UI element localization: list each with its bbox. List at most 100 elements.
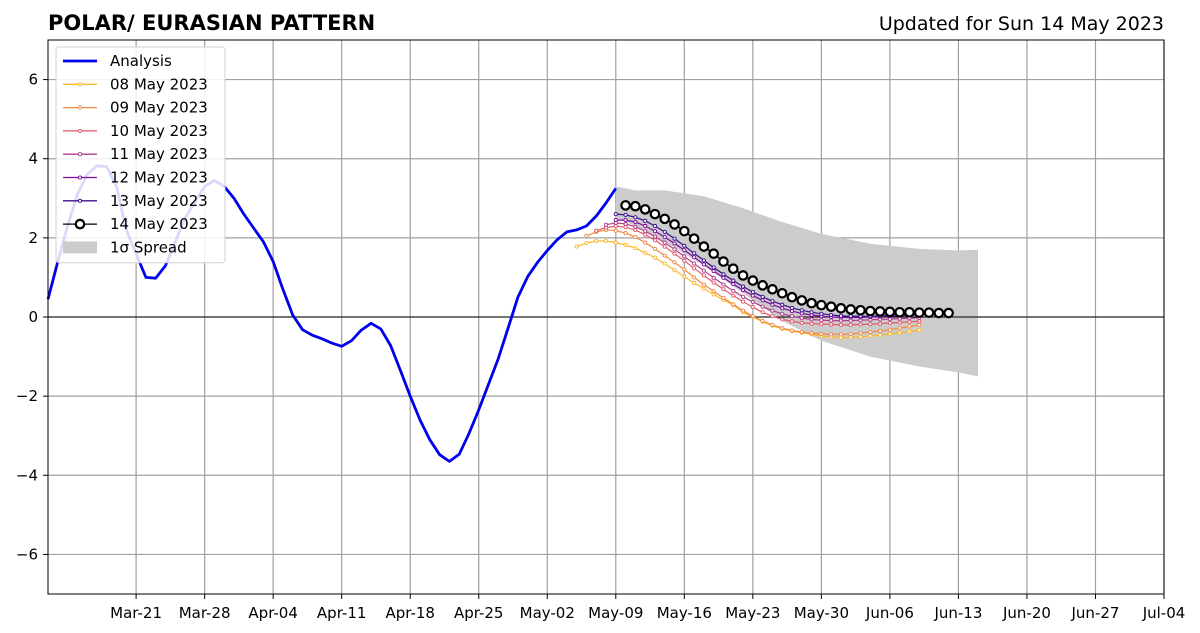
forecast-marker: [825, 301, 837, 313]
forecast-marker: [669, 219, 680, 230]
forecast-marker: [806, 297, 817, 309]
forecast-marker: [623, 221, 628, 227]
forecast-marker: [757, 280, 768, 291]
forecast-marker: [692, 261, 697, 266]
forecast-marker: [652, 255, 657, 260]
x-axis-ticks: Mar-21 Mar-28 Apr-04 Apr-11 Apr-18 Apr-25 May-…: [110, 594, 1185, 622]
forecast-marker: [659, 213, 671, 225]
forecast-marker: [868, 322, 873, 327]
x-tick-label: Apr-11: [317, 604, 367, 622]
forecast-marker: [731, 278, 736, 283]
x-tick-label: Mar-28: [179, 604, 231, 622]
forecast-marker: [878, 328, 883, 333]
forecast-marker: [917, 319, 922, 324]
legend-marker: [77, 128, 83, 133]
forecast-marker: [649, 208, 661, 220]
spread-band: [615, 186, 978, 377]
forecast-marker: [731, 282, 736, 287]
legend-label: 08 May 2023: [110, 75, 208, 93]
forecast-marker: [750, 305, 755, 310]
forecast-marker: [584, 240, 589, 246]
forecast-marker: [594, 238, 599, 244]
forecast-marker: [721, 295, 726, 301]
legend-entry: 1σ Spread: [63, 238, 187, 256]
forecast-marker: [894, 306, 905, 318]
forecast-marker: [623, 231, 628, 236]
forecast-marker: [897, 320, 902, 325]
forecast-marker: [809, 321, 814, 326]
forecast-marker: [672, 260, 677, 265]
x-tick-label: Apr-18: [385, 604, 435, 622]
legend-marker: [77, 152, 83, 157]
forecast-group: [584, 227, 922, 337]
forecast-marker: [692, 266, 697, 271]
forecast-marker: [799, 329, 804, 335]
forecast-marker: [780, 317, 785, 322]
forecast-marker: [829, 332, 834, 337]
forecast-marker: [731, 288, 736, 293]
forecast-marker: [789, 319, 795, 324]
y-tick-label: −6: [16, 545, 38, 563]
forecast-marker: [829, 322, 834, 327]
forecast-marker: [809, 317, 814, 322]
forecast-marker: [662, 261, 667, 266]
forecast-marker: [809, 331, 814, 336]
y-tick-label: 2: [28, 229, 38, 247]
forecast-marker: [829, 312, 834, 318]
x-tick-label: Jun-13: [933, 604, 982, 622]
forecast-marker: [652, 229, 657, 234]
forecast-marker: [789, 328, 795, 333]
forecast-marker: [701, 268, 706, 273]
forecast-marker: [780, 326, 785, 331]
forecast-marker: [633, 219, 638, 225]
forecast-marker: [737, 270, 749, 281]
legend-label: 11 May 2023: [110, 145, 208, 163]
y-tick-label: −2: [16, 387, 38, 405]
forecast-marker: [838, 313, 843, 318]
forecast-marker: [643, 229, 648, 234]
forecast-marker: [692, 275, 697, 280]
forecast-marker: [858, 331, 863, 336]
forecast-marker: [718, 256, 729, 267]
legend-entry: 13 May 2023: [63, 192, 208, 210]
forecast-marker: [767, 283, 778, 295]
forecast-marker: [835, 302, 847, 314]
spread-area: [615, 186, 978, 377]
x-tick-label: Jun-27: [1071, 604, 1120, 622]
legend-marker: [74, 218, 86, 230]
forecast-marker: [878, 321, 883, 326]
forecast-marker: [750, 293, 755, 298]
x-tick-label: Jun-06: [865, 604, 914, 622]
forecast-marker: [907, 324, 912, 329]
legend-label: 14 May 2023: [110, 215, 208, 233]
forecast-marker: [652, 238, 657, 243]
forecast-group: [603, 220, 922, 323]
forecast-marker: [760, 304, 765, 309]
chart-title: POLAR/ EURASIAN PATTERN: [48, 11, 375, 35]
forecast-marker: [643, 240, 648, 245]
forecast-marker: [884, 306, 896, 318]
forecast-marker: [858, 322, 863, 327]
forecast-marker: [770, 302, 775, 307]
x-tick-label: May-09: [588, 604, 643, 622]
legend-label: Analysis: [110, 52, 172, 70]
forecast-marker: [838, 322, 843, 327]
chart-subtitle: Updated for Sun 14 May 2023: [879, 13, 1164, 35]
x-tick-label: May-02: [520, 604, 575, 622]
x-tick-label: Apr-25: [454, 604, 504, 622]
forecast-marker: [721, 275, 726, 280]
legend-entry: 11 May 2023: [63, 145, 208, 163]
analysis-line: [46, 164, 617, 463]
forecast-marker: [897, 326, 902, 331]
forecast-marker: [868, 333, 873, 339]
forecast-marker: [662, 253, 667, 258]
forecast-marker: [643, 218, 648, 223]
forecast-marker: [786, 291, 798, 303]
forecast-marker: [643, 232, 648, 237]
forecast-marker: [682, 254, 687, 259]
forecast-marker: [682, 248, 687, 253]
forecast-marker: [887, 327, 892, 332]
forecast-marker: [741, 284, 746, 289]
legend-entry: 14 May 2023: [63, 215, 208, 233]
forecast-marker: [780, 311, 785, 316]
